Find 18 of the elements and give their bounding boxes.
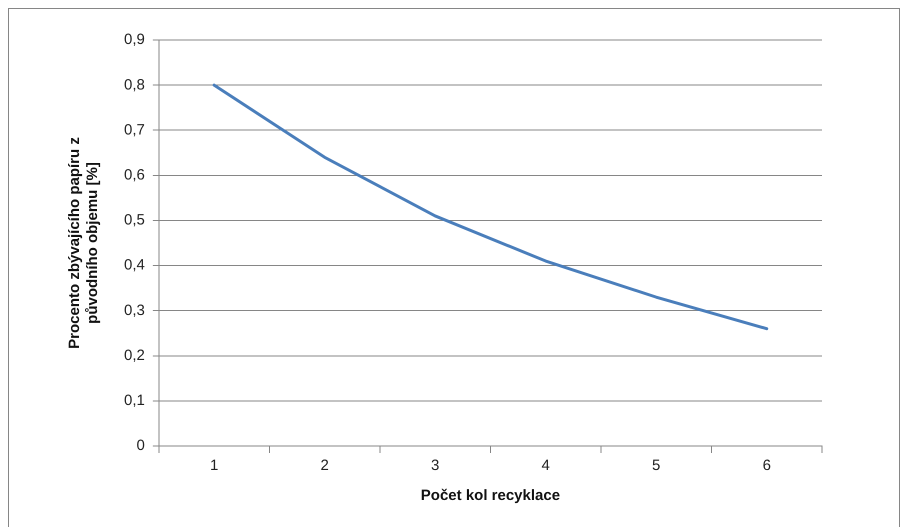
x-tick-label: 4 bbox=[542, 457, 550, 474]
x-tick-label: 1 bbox=[210, 457, 218, 474]
y-tick-label: 0,2 bbox=[124, 346, 145, 364]
y-tick-label: 0,4 bbox=[124, 256, 145, 274]
y-tick-label: 0,6 bbox=[124, 166, 145, 184]
y-tick-label: 0,9 bbox=[124, 31, 145, 48]
y-tick-label: 0,1 bbox=[124, 392, 145, 410]
y-tick-label: 0,3 bbox=[124, 302, 145, 319]
y-tick-label: 0,5 bbox=[124, 212, 145, 229]
y-tick-label: 0,8 bbox=[124, 76, 145, 94]
x-axis-title: Počet kol recyklace bbox=[420, 487, 560, 504]
x-tick-label: 2 bbox=[320, 457, 329, 474]
x-tick-label: 3 bbox=[430, 457, 440, 474]
y-tick-label: 0 bbox=[136, 437, 145, 454]
y-axis-title: Procento zbývajícího papíru z původního objemu [%] bbox=[66, 137, 102, 349]
x-tick-label: 6 bbox=[762, 457, 771, 474]
x-tick-label: 5 bbox=[652, 457, 660, 474]
y-tick-label: 0,7 bbox=[124, 121, 145, 138]
